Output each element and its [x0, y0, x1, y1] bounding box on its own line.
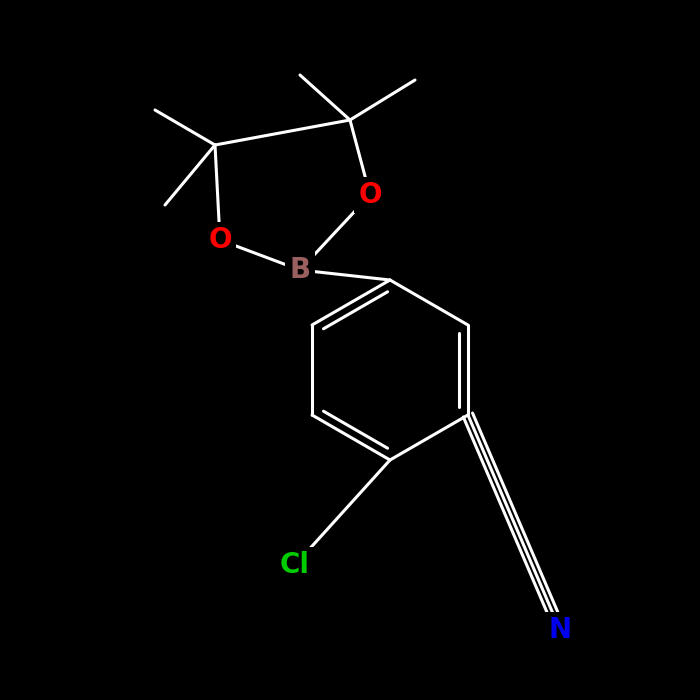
Text: Cl: Cl [280, 551, 310, 579]
Text: B: B [289, 256, 311, 284]
Text: O: O [209, 226, 232, 254]
Text: O: O [358, 181, 382, 209]
Text: N: N [548, 616, 572, 644]
